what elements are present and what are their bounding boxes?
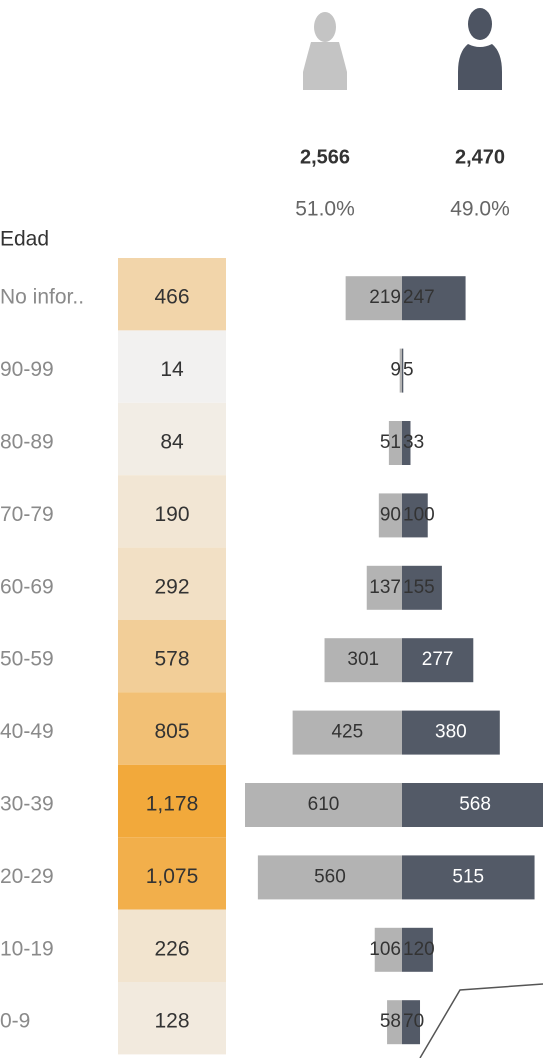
total-cell [118, 909, 226, 982]
total-cell [118, 258, 226, 331]
category-label: 40-49 [0, 720, 54, 743]
female-icon [303, 12, 347, 90]
total-label: 805 [154, 720, 189, 743]
male-icon [458, 8, 502, 90]
bar [402, 1000, 421, 1045]
total-label: 1,178 [146, 793, 199, 816]
bar [402, 638, 474, 683]
category-label: 80-89 [0, 431, 54, 454]
bar [257, 855, 402, 900]
total-cell [118, 692, 226, 765]
bar [402, 493, 428, 538]
total-label: 292 [154, 575, 189, 598]
total-label: 128 [154, 1010, 189, 1033]
category-label: 90-99 [0, 358, 54, 381]
bar [345, 276, 402, 321]
total-label: 84 [160, 431, 184, 454]
bar [378, 493, 402, 538]
bar [402, 421, 411, 465]
bar-label: 33 [403, 432, 424, 453]
total-cell [118, 547, 226, 620]
bar-label: 90 [380, 504, 401, 525]
bar [366, 565, 402, 610]
bar-label: 560 [314, 866, 346, 887]
total-cell [118, 620, 226, 693]
category-label: No infor.. [0, 286, 84, 309]
total-label: 190 [154, 503, 189, 526]
bar-label: 515 [452, 866, 484, 887]
total-label: 226 [154, 937, 189, 960]
bar [402, 783, 543, 827]
bar-label: 155 [403, 577, 435, 598]
series-total: 2,470 [455, 146, 505, 168]
bar-label: 70 [403, 1011, 424, 1032]
bar-label: 380 [435, 722, 467, 743]
category-label: 70-79 [0, 503, 54, 526]
y-axis-label: Edad [0, 228, 49, 251]
bar-label: 247 [403, 287, 435, 308]
bar [402, 565, 442, 610]
bar-label: 219 [369, 287, 401, 308]
bar-label: 610 [308, 794, 340, 815]
total-cell [118, 475, 226, 548]
bar [402, 927, 433, 972]
bar-label: 51 [380, 432, 401, 453]
total-label: 466 [154, 286, 189, 309]
bar-label: 137 [369, 577, 401, 598]
bar [245, 783, 402, 827]
total-label: 14 [160, 358, 184, 381]
category-label: 0-9 [0, 1010, 30, 1033]
total-cell [118, 330, 226, 403]
bar [402, 710, 500, 755]
bar-label: 568 [459, 794, 491, 815]
category-label: 20-29 [0, 865, 54, 888]
series-share: 49.0% [450, 198, 510, 221]
bar [387, 1000, 402, 1045]
category-label: 10-19 [0, 937, 54, 960]
bar-label: 120 [403, 939, 435, 960]
bar [388, 421, 402, 465]
bar [374, 927, 402, 972]
bar-label: 9 [390, 360, 401, 381]
total-cell [118, 982, 226, 1055]
bar-label: 106 [369, 939, 401, 960]
bar [402, 348, 404, 393]
category-label: 60-69 [0, 575, 54, 598]
bar-label: 277 [422, 649, 454, 670]
total-label: 1,075 [146, 865, 199, 888]
bar [402, 276, 466, 321]
category-label: 50-59 [0, 648, 54, 671]
total-cell [118, 764, 226, 838]
bar-label: 58 [380, 1011, 401, 1032]
bar [402, 855, 535, 900]
bar [292, 710, 402, 755]
total-cell [118, 402, 226, 476]
bar [324, 638, 402, 683]
series-share: 51.0% [295, 198, 355, 221]
bar-label: 301 [347, 649, 379, 670]
total-label: 578 [154, 648, 189, 671]
decoration-line [419, 983, 543, 1058]
bar-label: 5 [403, 360, 414, 381]
bar [399, 348, 402, 393]
bar-label: 425 [331, 722, 363, 743]
total-cell [118, 837, 226, 910]
bar-label: 100 [403, 504, 435, 525]
category-label: 30-39 [0, 793, 54, 816]
series-total: 2,566 [300, 146, 350, 168]
